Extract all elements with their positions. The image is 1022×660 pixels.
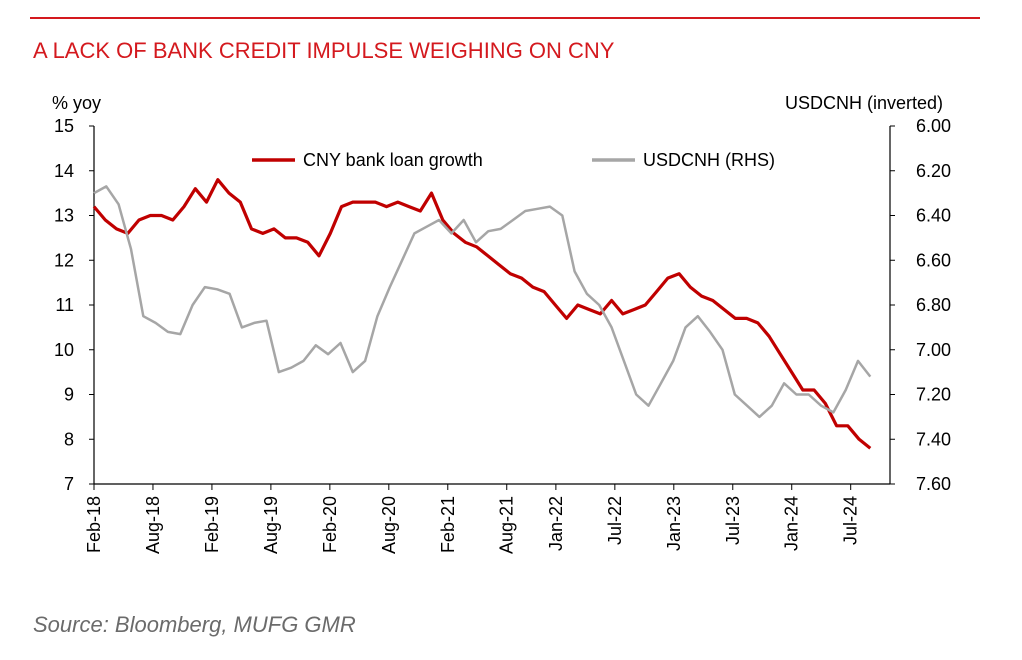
left-tick-label: 10: [54, 340, 74, 360]
x-tick-label: Aug-19: [261, 496, 281, 554]
x-tick-label: Aug-21: [497, 496, 517, 554]
right-tick-label: 7.40: [916, 429, 951, 449]
right-tick-label: 7.20: [916, 385, 951, 405]
right-tick-label: 6.00: [916, 116, 951, 136]
x-tick-label: Jan-22: [546, 496, 566, 551]
legend-label-loan-growth: CNY bank loan growth: [303, 150, 483, 170]
x-tick-label: Jan-23: [664, 496, 684, 551]
x-tick-label: Jul-24: [841, 496, 861, 545]
x-tick-label: Feb-20: [320, 496, 340, 553]
x-tick-label: Feb-19: [202, 496, 222, 553]
left-tick-label: 11: [55, 295, 74, 315]
right-tick-label: 6.80: [916, 295, 951, 315]
x-tick-label: Jul-22: [605, 496, 625, 545]
left-tick-label: 13: [54, 206, 74, 226]
right-tick-label: 7.60: [916, 474, 951, 494]
x-tick-label: Jan-24: [782, 496, 802, 551]
left-tick-label: 12: [54, 250, 74, 270]
left-tick-label: 14: [54, 161, 74, 181]
x-tick-label: Feb-18: [84, 496, 104, 553]
left-axis-label: % yoy: [52, 93, 101, 113]
right-axis-label: USDCNH (inverted): [785, 93, 943, 113]
left-tick-label: 8: [64, 429, 74, 449]
title-rule: [30, 17, 980, 19]
x-tick-label: Aug-18: [143, 496, 163, 554]
left-tick-label: 15: [54, 116, 74, 136]
x-tick-label: Jul-23: [723, 496, 743, 545]
legend-label-usdcnh: USDCNH (RHS): [643, 150, 775, 170]
right-tick-label: 6.40: [916, 206, 951, 226]
loan-growth-series-line: [92, 178, 872, 450]
right-tick-label: 6.60: [916, 250, 951, 270]
x-tick-label: Feb-21: [438, 496, 458, 553]
source-note: Source: Bloomberg, MUFG GMR: [33, 612, 356, 637]
x-tick-label: Aug-20: [379, 496, 399, 554]
left-tick-label: 9: [64, 385, 74, 405]
right-tick-label: 6.20: [916, 161, 951, 181]
left-tick-label: 7: [64, 474, 74, 494]
right-tick-label: 7.00: [916, 340, 951, 360]
usdcnh-series-line: [93, 185, 872, 419]
chart-title: A LACK OF BANK CREDIT IMPULSE WEIGHING O…: [33, 38, 615, 63]
chart-svg: 15 14 13 12 11 10 9 8 7 6.00 6.20 6.40 6.60 6.80 7.00 7…: [52, 93, 951, 554]
